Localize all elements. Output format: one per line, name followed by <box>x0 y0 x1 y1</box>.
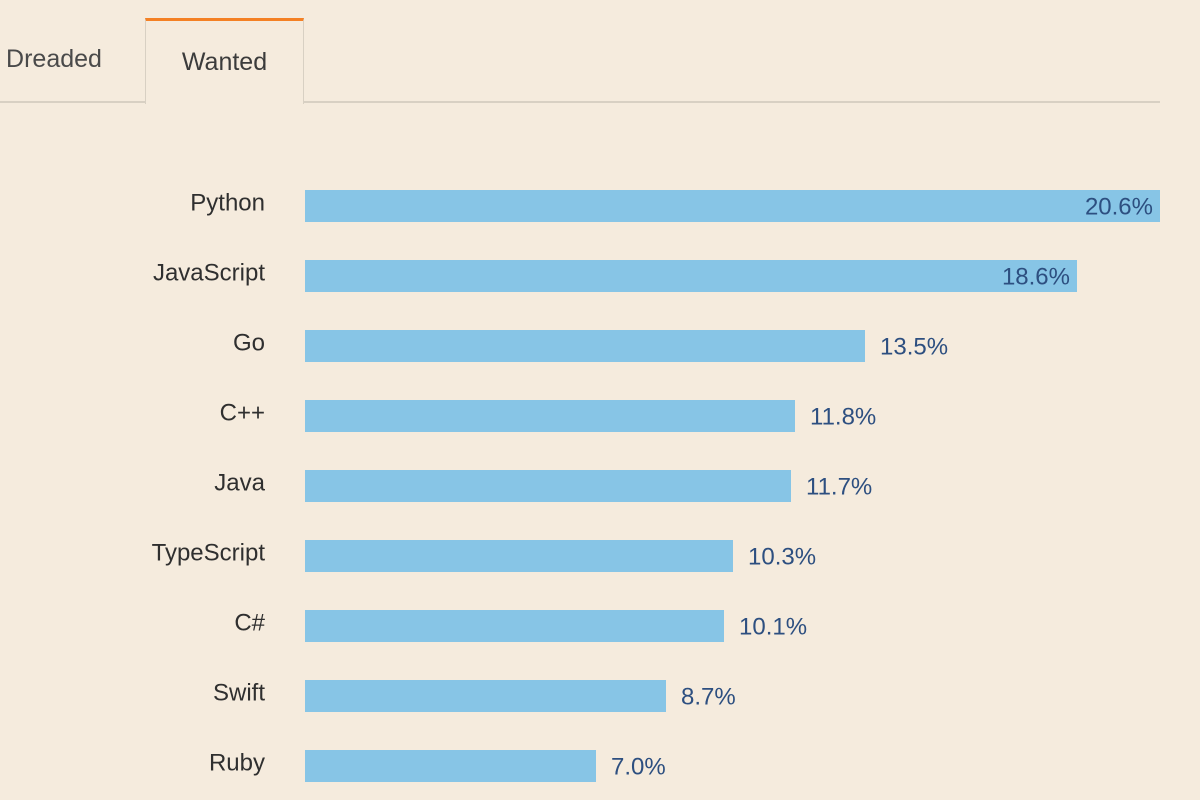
bar-java <box>305 470 791 502</box>
tab-bar-divider <box>0 101 1160 103</box>
value-label: 10.1% <box>739 613 807 640</box>
tab-bar: Dreaded Wanted <box>0 0 1160 104</box>
value-label: 11.7% <box>806 473 872 500</box>
category-label: Ruby <box>209 749 265 776</box>
category-label: Go <box>233 329 265 356</box>
value-label: 10.3% <box>748 543 816 570</box>
value-label: 8.7% <box>681 683 736 710</box>
bar-go <box>305 330 865 362</box>
value-label: 13.5% <box>880 333 948 360</box>
bar-c- <box>305 400 795 432</box>
bar-ruby <box>305 750 596 782</box>
category-label: TypeScript <box>152 539 266 566</box>
category-label: Java <box>214 469 265 496</box>
bar-c- <box>305 610 724 642</box>
bar-typescript <box>305 540 733 572</box>
value-label: 7.0% <box>611 753 666 780</box>
category-label: Swift <box>213 679 265 706</box>
bar-python <box>305 190 1160 222</box>
tab-dreaded[interactable]: Dreaded <box>6 45 102 73</box>
value-label: 20.6% <box>1085 193 1153 220</box>
category-label: C++ <box>220 399 265 426</box>
category-label: Python <box>190 189 265 216</box>
bar-swift <box>305 680 666 712</box>
value-label: 11.8% <box>810 403 876 430</box>
value-label: 18.6% <box>1002 263 1070 290</box>
bar-javascript <box>305 260 1077 292</box>
tab-wanted[interactable]: Wanted <box>145 18 304 104</box>
category-label: C# <box>234 609 265 636</box>
category-label: JavaScript <box>153 259 265 286</box>
